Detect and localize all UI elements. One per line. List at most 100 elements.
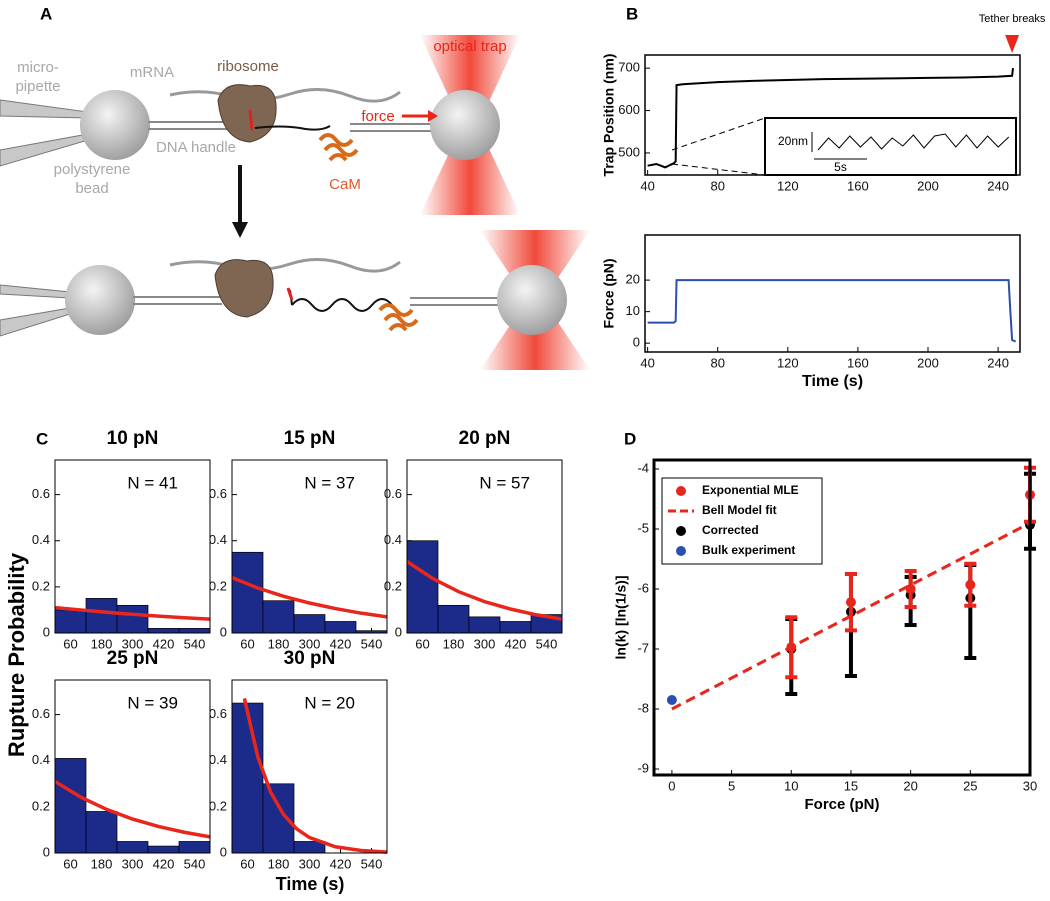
x-tick-label: 80 (710, 355, 724, 370)
dna-handle (133, 296, 222, 305)
x-tick-label: 200 (917, 355, 939, 370)
legend-label: Bell Model fit (702, 503, 777, 517)
y-tick-label: -7 (637, 640, 649, 655)
bar (54, 609, 87, 634)
bar (406, 540, 439, 634)
chart-title: 15 pN (284, 428, 336, 449)
label: ribosome (217, 58, 279, 75)
axis-label: ln(k) [ln(1/s)] (613, 576, 629, 660)
x-tick-label: 420 (330, 856, 352, 871)
legend-label: Exponential MLE (702, 483, 799, 497)
axes-frame (406, 459, 563, 634)
x-tick-label: 40 (640, 355, 654, 370)
y-tick-label: 600 (618, 102, 640, 117)
label: mRNA (130, 64, 174, 81)
label: polystyrene (54, 161, 131, 178)
x-tick-label: 300 (299, 856, 321, 871)
y-tick-label: 0.4 (32, 752, 50, 767)
chart-title: 30 pN (284, 648, 336, 669)
label: micro- (17, 59, 59, 76)
x-tick-label: 180 (268, 856, 290, 871)
cam (378, 303, 419, 332)
axes-frame (54, 459, 211, 634)
x-tick-label: 10 (784, 778, 798, 793)
label: pipette (15, 78, 60, 95)
x-tick-label: 120 (777, 355, 799, 370)
y-tick-label: -6 (637, 580, 649, 595)
x-tick-label: 160 (847, 178, 869, 193)
bar (324, 621, 357, 634)
x-tick-label: 300 (299, 636, 321, 651)
fit-line (54, 779, 211, 839)
x-tick-label: 240 (987, 355, 1009, 370)
bar (468, 616, 501, 634)
bar (231, 551, 264, 634)
x-tick-label: 40 (640, 178, 654, 193)
bar (54, 758, 87, 854)
bead (80, 90, 150, 160)
nascent-chain (286, 287, 294, 301)
fit-line (242, 698, 388, 854)
point (845, 597, 856, 608)
axes-frame (54, 679, 211, 854)
data-line (647, 279, 1017, 343)
ribosome (217, 84, 277, 143)
annotation: Tether breaks (979, 13, 1046, 25)
pipette (0, 284, 71, 337)
dna-handle (350, 123, 435, 132)
legend-swatch (676, 546, 686, 556)
mrna (169, 88, 401, 103)
bar (116, 841, 149, 854)
nascent-chain (248, 109, 254, 131)
y-tick-label: 500 (618, 144, 640, 159)
dna-handle (410, 297, 500, 306)
x-tick-label: 180 (91, 856, 113, 871)
y-tick-label: -8 (637, 700, 649, 715)
bar (293, 614, 326, 634)
x-tick-label: 300 (122, 856, 144, 871)
y-tick-label: 0.4 (384, 532, 402, 547)
panel-label: D (624, 429, 636, 448)
chart-title: 10 pN (107, 428, 159, 449)
x-tick-label: 30 (1023, 778, 1037, 793)
y-tick-label: 0.2 (384, 578, 402, 593)
y-tick-label: 0.2 (32, 578, 50, 593)
fit-line (54, 605, 211, 621)
x-tick-label: 5 (728, 778, 735, 793)
pipette (0, 99, 89, 167)
x-tick-label: 15 (844, 778, 858, 793)
x-tick-label: 160 (847, 355, 869, 370)
scale-label: 5s (834, 160, 847, 174)
label: force (361, 108, 394, 125)
axis-label: Trap Position (nm) (601, 54, 617, 177)
y-tick-label: 0.6 (209, 706, 227, 721)
y-tick-label: 20 (626, 272, 640, 287)
bar (262, 600, 295, 634)
bar (231, 702, 264, 854)
label: bead (75, 180, 108, 197)
x-tick-label: 180 (443, 636, 465, 651)
bar (178, 628, 211, 634)
x-tick-label: 420 (505, 636, 527, 651)
x-tick-label: 20 (903, 778, 917, 793)
ribosome (214, 259, 274, 318)
dna-handle (148, 121, 228, 130)
x-tick-label: 300 (474, 636, 496, 651)
x-tick-label: 60 (63, 636, 77, 651)
y-tick-label: 0.6 (384, 486, 402, 501)
legend-frame (661, 477, 823, 565)
panel-label: B (626, 4, 638, 23)
y-tick-label: 0.4 (209, 532, 227, 547)
y-tick-label: 0.4 (209, 752, 227, 767)
y-tick-label: 0 (43, 624, 50, 639)
annotation: N = 39 (127, 693, 178, 712)
x-tick-label: 540 (361, 636, 383, 651)
x-tick-label: 540 (361, 856, 383, 871)
point (905, 584, 916, 594)
panel-label: C (36, 429, 48, 448)
force-arrowhead (428, 110, 438, 122)
y-tick-label: 10 (626, 303, 640, 318)
bar (116, 604, 149, 634)
bar (147, 845, 180, 854)
y-tick-label: 0 (43, 844, 50, 859)
